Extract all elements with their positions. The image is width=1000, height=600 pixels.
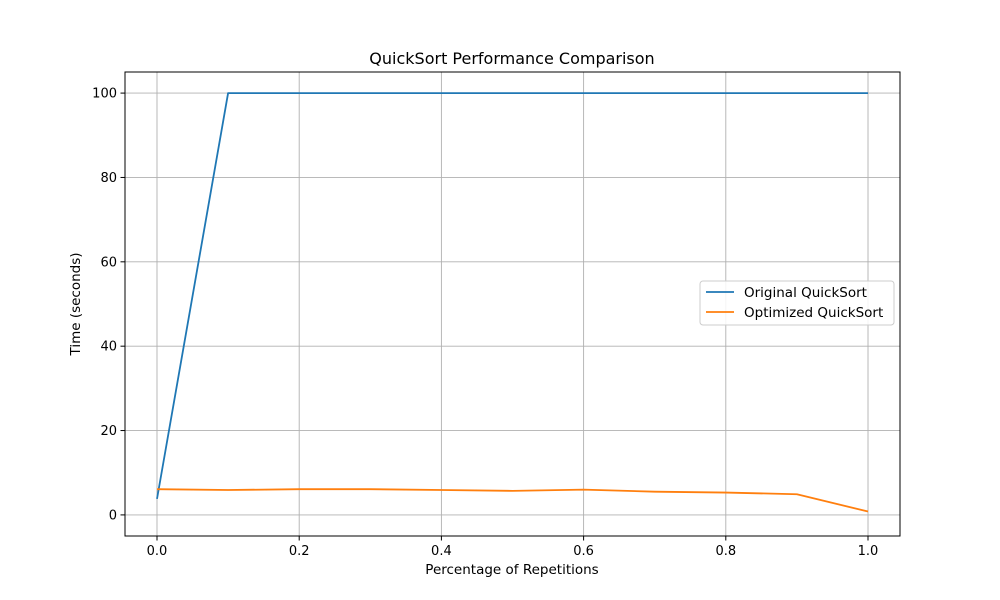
ticks-layer: 0.0 0.2 0.4 0.6 0.8 1.0 0 20 40 60 80 100 <box>92 87 878 559</box>
y-tick-label: 60 <box>100 255 117 270</box>
legend-label-2: Optimized QuickSort <box>744 305 883 321</box>
series-line-2 <box>156 488 869 513</box>
y-tick-label: 40 <box>100 340 117 355</box>
plot-frame <box>124 71 901 537</box>
chart-title: QuickSort Performance Comparison <box>369 49 654 68</box>
x-tick-label: 1.0 <box>858 544 879 559</box>
y-tick-label: 100 <box>92 87 117 102</box>
x-tick-label: 0.2 <box>289 544 310 559</box>
x-tick-label: 0.6 <box>573 544 594 559</box>
x-tick-label: 0.8 <box>715 544 736 559</box>
series-layer <box>156 92 869 513</box>
series-line-1 <box>156 92 868 500</box>
legend-label-1: Original QuickSort <box>744 285 867 301</box>
x-axis-label: Percentage of Repetitions <box>425 562 598 578</box>
legend: Original QuickSort Optimized QuickSort <box>699 280 895 326</box>
y-axis-label: Time (seconds) <box>68 252 84 356</box>
x-tick-label: 0.4 <box>431 544 452 559</box>
y-tick-label: 20 <box>100 424 117 439</box>
legend-box <box>699 280 895 326</box>
y-tick-label: 80 <box>100 171 117 186</box>
x-tick-label: 0.0 <box>147 544 168 559</box>
y-tick-label: 0 <box>109 508 117 523</box>
